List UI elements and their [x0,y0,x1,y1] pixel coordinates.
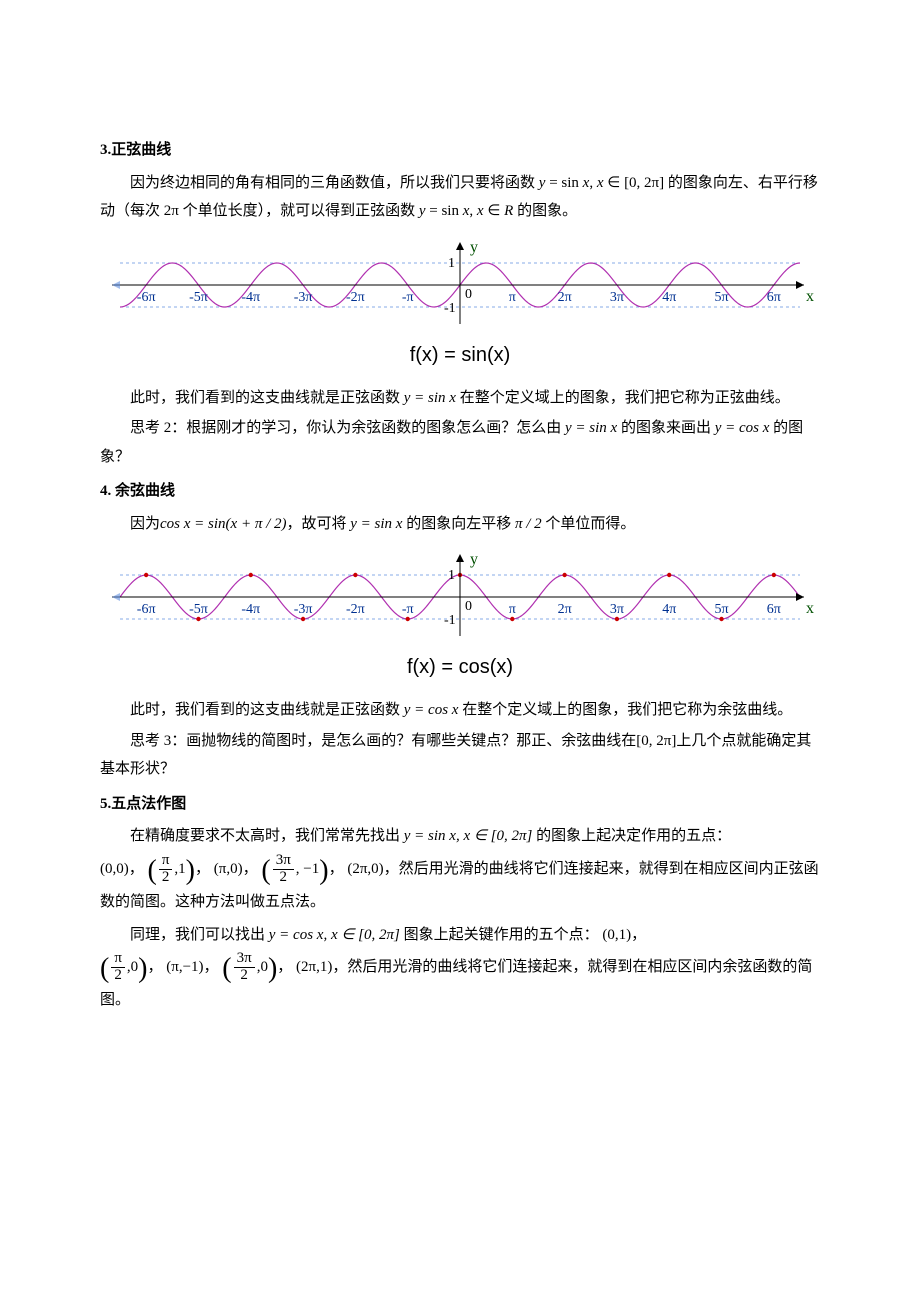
cpoint-2: (π2,0) [100,959,147,975]
svg-text:6π: 6π [767,602,781,617]
svg-text:1: 1 [448,568,455,583]
section-4-heading: 4. 余弦曲线 [100,477,820,506]
text: ，然后用光滑的曲线将它们连接起来，就得到在相应区间内正弦函数的简图。这种方法叫做… [100,861,819,910]
svg-text:y: y [470,240,478,256]
text: 同理，我们可以找出 [130,927,269,943]
point-1: (0,0) [100,861,129,877]
point-3: (π,0) [214,861,243,877]
svg-text:-6π: -6π [137,602,156,617]
text: 在整个定义域上的图象，我们把它称为余弦曲线。 [458,702,792,718]
sec5-points-cos: (π2,0)， (π,−1)， (3π2,0)， (2π,1)，然后用光滑的曲线… [100,951,820,1017]
svg-text:x: x [806,600,814,617]
svg-text:-1: -1 [444,613,456,628]
svg-text:-4π: -4π [241,290,260,305]
text: 因为 [130,516,160,532]
cpoint-1: (0,1) [602,927,631,943]
svg-text:-4π: -4π [241,602,260,617]
svg-text:-1: -1 [444,301,456,316]
sine-chart-label: f(x) = sin(x) [100,336,820,374]
sec3-para-1: 因为终边相同的角有相同的三角函数值，所以我们只要将函数 y = sin x, x… [100,169,820,226]
math-inline: y = sin x [350,516,402,532]
document-page: 3.正弦曲线 因为终边相同的角有相同的三角函数值，所以我们只要将函数 y = s… [0,0,920,1079]
sec3-para-2: 此时，我们看到的这支曲线就是正弦函数 y = sin x 在整个定义域上的图象，… [100,384,820,413]
svg-text:y: y [470,552,478,568]
svg-text:4π: 4π [662,602,676,617]
point-2: (π2,1) [148,861,195,877]
svg-text:-3π: -3π [294,290,313,305]
math-inline: cos x = sin(x + π / 2) [160,516,286,532]
svg-text:3π: 3π [610,290,624,305]
svg-text:1: 1 [448,256,455,271]
section-5-heading: 5.五点法作图 [100,790,820,819]
point-4: (3π2, −1) [261,861,328,877]
sec5-para-2a: 同理，我们可以找出 y = cos x, x ∈ [0, 2π] 图象上起关键作… [100,921,820,950]
math-inline: y = sin x, x ∈ [0, 2π] [404,828,533,844]
svg-text:-3π: -3π [294,602,313,617]
math-inline: y = sin x, x ∈ R [419,203,513,219]
text: 的图象。 [513,203,577,219]
sec5-points-sin: (0,0)， (π2,1)， (π,0)， (3π2, −1)， (2π,0)，… [100,853,820,919]
cosine-chart-label: f(x) = cos(x) [100,648,820,686]
cpoint-4: (3π2,0) [222,959,277,975]
svg-text:π: π [509,602,516,617]
math-inline: [0, 2π] [636,733,676,749]
svg-text:5π: 5π [714,290,728,305]
section-3-heading: 3.正弦曲线 [100,136,820,165]
math-inline: y = cos x [404,702,459,718]
cpoint-3: (π,−1) [166,959,203,975]
text: ，故可将 [287,516,351,532]
svg-text:-5π: -5π [189,602,208,617]
svg-text:6π: 6π [767,290,781,305]
cosine-chart: y x 0 1 -1 -6π -5π -4π -3π -2π -π π 2π 3π 4π 5π 6π [100,552,820,642]
svg-text:2π: 2π [558,290,572,305]
text: 的图象上起决定作用的五点： [532,828,731,844]
svg-text:4π: 4π [662,290,676,305]
svg-text:0: 0 [465,287,472,302]
svg-text:-π: -π [402,290,414,305]
sec3-question-2: 思考 2：根据刚才的学习，你认为余弦函数的图象怎么画？怎么由 y = sin x… [100,414,820,471]
text: 在整个定义域上的图象，我们把它称为正弦曲线。 [456,390,790,406]
text: 此时，我们看到的这支曲线就是正弦函数 [130,390,404,406]
sec5-para-1a: 在精确度要求不太高时，我们常常先找出 y = sin x, x ∈ [0, 2π… [100,822,820,851]
text: 此时，我们看到的这支曲线就是正弦函数 [130,702,404,718]
math-inline: y = cos x [715,420,770,436]
text: 的图象来画出 [617,420,715,436]
math-inline: y = sin x, x ∈ [0, 2π] [539,175,664,191]
sec4-question-3: 思考 3：画抛物线的简图时，是怎么画的？有哪些关键点？那正、余弦曲线在[0, 2… [100,727,820,784]
text: 的图象向左平移 [402,516,515,532]
text: 图象上起关键作用的五个点： [400,927,599,943]
svg-text:x: x [806,288,814,305]
svg-text:3π: 3π [610,602,624,617]
svg-text:π: π [509,290,516,305]
sec4-para-1: 因为cos x = sin(x + π / 2)，故可将 y = sin x 的… [100,510,820,539]
math-inline: y = sin x [404,390,456,406]
svg-text:-π: -π [402,602,414,617]
text: 思考 2：根据刚才的学习，你认为余弦函数的图象怎么画？怎么由 [130,420,565,436]
math-inline: y = cos x, x ∈ [0, 2π] [269,927,400,943]
sine-chart: y x 0 1 -1 -6π -5π -4π -3π -2π -π π 2π 3π 4π 5π 6π [100,240,820,330]
svg-text:-2π: -2π [346,290,365,305]
svg-text:-2π: -2π [346,602,365,617]
math-inline: y = sin x [565,420,617,436]
text: 个单位而得。 [542,516,636,532]
point-5: (2π,0) [347,861,383,877]
text: 在精确度要求不太高时，我们常常先找出 [130,828,404,844]
text: ，然后用光滑的曲线将它们连接起来，就得到在相应区间内余弦函数的简图。 [100,959,812,1008]
svg-text:5π: 5π [714,602,728,617]
sec4-para-2: 此时，我们看到的这支曲线就是正弦函数 y = cos x 在整个定义域上的图象，… [100,696,820,725]
text: 思考 3：画抛物线的简图时，是怎么画的？有哪些关键点？那正、余弦曲线在 [130,733,636,749]
math-inline: π / 2 [515,516,542,532]
svg-text:-5π: -5π [189,290,208,305]
svg-text:2π: 2π [558,602,572,617]
svg-text:0: 0 [465,599,472,614]
text: 因为终边相同的角有相同的三角函数值，所以我们只要将函数 [130,175,539,191]
svg-text:-6π: -6π [137,290,156,305]
cpoint-5: (2π,1) [296,959,332,975]
